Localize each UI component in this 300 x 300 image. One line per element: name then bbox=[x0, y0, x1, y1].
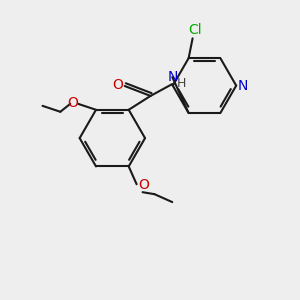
Text: H: H bbox=[176, 76, 186, 89]
Text: O: O bbox=[138, 178, 149, 192]
Text: O: O bbox=[67, 96, 78, 110]
Text: N: N bbox=[238, 79, 248, 93]
Text: O: O bbox=[112, 78, 123, 92]
Text: N: N bbox=[168, 70, 178, 84]
Text: Cl: Cl bbox=[188, 23, 201, 38]
